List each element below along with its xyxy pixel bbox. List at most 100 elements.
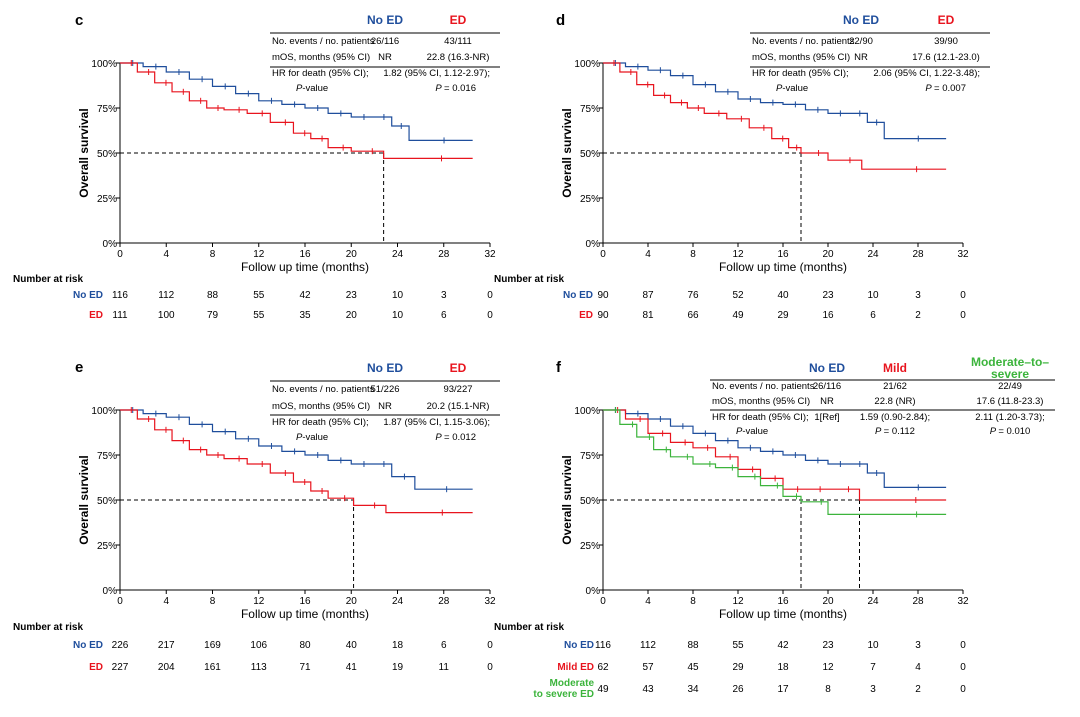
risk-count: 112 <box>158 290 174 301</box>
risk-count: 227 <box>112 662 129 673</box>
risk-row-name: Moderate <box>550 678 595 689</box>
risk-count: 100 <box>158 310 175 321</box>
x-axis-label: Follow up time (months) <box>241 607 369 621</box>
panel-letter: c <box>75 12 83 29</box>
hr-value: 2.11 (1.20-3.73); <box>975 412 1045 423</box>
table-cell: 17.6 (11.8-23.3) <box>977 396 1044 407</box>
table-cell: 26/116 <box>813 381 841 392</box>
y-axis-label: Overall survival <box>560 455 574 544</box>
risk-count: 0 <box>960 310 966 321</box>
y-tick-label: 50% <box>97 149 117 160</box>
legend-header-1: ED <box>450 13 467 27</box>
table-row-label: mOS, months (95% CI) <box>712 396 810 407</box>
survival-curve-no_ed <box>120 409 473 490</box>
risk-count: 7 <box>870 662 876 673</box>
risk-row-name: No ED <box>73 290 103 301</box>
y-tick-label: 25% <box>97 541 117 552</box>
table-row-label: No. events / no. patients <box>272 384 375 395</box>
survival-curve-ed <box>120 62 473 159</box>
risk-count: 55 <box>732 640 744 651</box>
legend-header-0: No ED <box>843 13 879 27</box>
risk-count: 116 <box>595 640 611 651</box>
x-tick-label: 4 <box>645 596 651 607</box>
hr-label: HR for death (95% CI); <box>752 68 849 79</box>
y-axis-label: Overall survival <box>560 108 574 197</box>
legend-header-1: Mild <box>883 361 907 375</box>
risk-count: 55 <box>253 290 265 301</box>
x-tick-label: 32 <box>484 249 496 260</box>
risk-count: 2 <box>915 310 921 321</box>
x-tick-label: 12 <box>732 249 744 260</box>
risk-count: 66 <box>687 310 699 321</box>
risk-count: 226 <box>112 640 129 651</box>
risk-count: 17 <box>777 684 789 695</box>
p-label: P-value <box>296 432 328 443</box>
risk-count: 57 <box>642 662 654 673</box>
risk-count: 10 <box>392 290 404 301</box>
risk-count: 23 <box>822 640 834 651</box>
x-tick-label: 8 <box>210 596 216 607</box>
table-cell: 17.6 (12.1-23.0) <box>912 52 980 63</box>
hr-value: 2.06 (95% CI, 1.22-3.48); <box>873 68 980 79</box>
x-tick-label: 12 <box>732 596 744 607</box>
risk-count: 6 <box>870 310 876 321</box>
legend-header-0: No ED <box>367 361 403 375</box>
x-tick-label: 4 <box>163 249 169 260</box>
p-value: P = 0.012 <box>435 432 476 443</box>
y-tick-label: 100% <box>91 406 117 417</box>
risk-count: 88 <box>687 640 699 651</box>
y-tick-label: 0% <box>586 586 601 597</box>
table-row-label: No. events / no. patients <box>712 381 815 392</box>
risk-count: 16 <box>822 310 834 321</box>
table-cell: NR <box>378 52 392 63</box>
risk-count: 106 <box>250 640 267 651</box>
x-axis-label: Follow up time (months) <box>241 260 369 274</box>
risk-count: 3 <box>441 290 447 301</box>
risk-count: 55 <box>253 310 265 321</box>
y-tick-label: 75% <box>97 451 117 462</box>
risk-count: 0 <box>960 684 966 695</box>
x-tick-label: 16 <box>299 249 311 260</box>
risk-count: 43 <box>642 684 654 695</box>
table-cell: 51/226 <box>370 384 399 395</box>
x-tick-label: 20 <box>822 596 834 607</box>
risk-count: 6 <box>441 640 447 651</box>
table-cell: NR <box>854 52 868 63</box>
risk-count: 0 <box>960 662 966 673</box>
x-tick-label: 20 <box>346 596 358 607</box>
p-label: P-value <box>296 83 328 94</box>
survival-curve-ed <box>120 409 473 514</box>
risk-row-name: No ED <box>563 290 593 301</box>
risk-count: 111 <box>112 310 128 321</box>
risk-count: 87 <box>642 290 654 301</box>
table-cell: 22/49 <box>998 381 1022 392</box>
hr-label: HR for death (95% CI); <box>272 417 369 428</box>
risk-count: 45 <box>687 662 699 673</box>
p-value: P = 0.112 <box>875 426 915 437</box>
x-tick-label: 24 <box>392 596 404 607</box>
y-tick-label: 75% <box>580 451 600 462</box>
risk-count: 4 <box>915 662 921 673</box>
panel-letter: f <box>556 359 562 376</box>
risk-row-name: Mild ED <box>557 662 594 673</box>
risk-count: 41 <box>346 662 358 673</box>
risk-count: 29 <box>777 310 789 321</box>
risk-count: 62 <box>597 662 609 673</box>
risk-count: 34 <box>687 684 699 695</box>
risk-count: 116 <box>112 290 128 301</box>
panel-c: c 0 4 8 12 16 20 24 28 32 0% 25% 50% 75% 100% Follow up… <box>13 12 500 321</box>
risk-count: 52 <box>732 290 744 301</box>
risk-count: 0 <box>487 290 493 301</box>
table-cell: 39/90 <box>934 36 958 47</box>
risk-count: 79 <box>207 310 219 321</box>
y-tick-label: 0% <box>103 586 118 597</box>
risk-table-title: Number at risk <box>494 622 564 633</box>
x-tick-label: 8 <box>210 249 216 260</box>
risk-row-name: to severe ED <box>533 689 594 700</box>
p-value: P = 0.007 <box>925 83 966 94</box>
y-tick-label: 100% <box>91 59 117 70</box>
x-tick-label: 16 <box>777 596 789 607</box>
risk-count: 26 <box>732 684 744 695</box>
y-tick-label: 25% <box>97 194 117 205</box>
